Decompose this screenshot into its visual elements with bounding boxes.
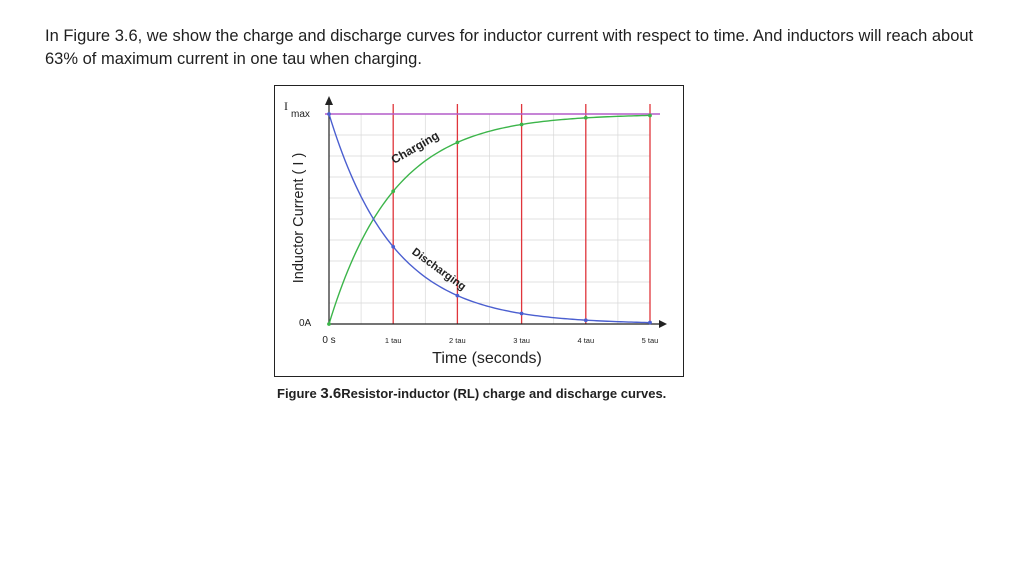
- discharging-point-4: [583, 318, 588, 323]
- series-layer: [328, 113, 651, 325]
- x-tick-label-2: 2 tau: [449, 336, 466, 345]
- x-tick-label-0: 0 s: [322, 335, 335, 346]
- discharging-point-1: [391, 244, 396, 249]
- caption-number: 3.6: [320, 385, 342, 402]
- point-layer: [327, 112, 652, 326]
- x-tick-label-1: 1 tau: [385, 336, 402, 345]
- charging-point-4: [583, 115, 588, 120]
- charging-point-3: [519, 122, 524, 127]
- x-axis-arrow: [659, 320, 667, 328]
- series-charging-line: [328, 114, 651, 325]
- discharging-point-3: [519, 311, 524, 316]
- caption-prefix: Figure: [277, 386, 317, 401]
- figure-frame: I max 0A 0 s 1 tau 2 tau 3 tau 4 tau 5 tau Ti…: [274, 85, 684, 377]
- x-tick-label-3: 3 tau: [513, 336, 530, 345]
- series-discharging-line: [328, 113, 651, 324]
- x-tick-labels: 0 s 1 tau 2 tau 3 tau 4 tau 5 tau: [322, 335, 658, 346]
- y-min-label: 0A: [299, 318, 312, 329]
- y-axis-arrow: [325, 96, 333, 105]
- axes: [325, 96, 667, 328]
- rl-chart: I max 0A 0 s 1 tau 2 tau 3 tau 4 tau 5 tau Ti…: [284, 96, 667, 367]
- discharging-point-2: [455, 293, 460, 298]
- charging-point-0: [327, 322, 331, 326]
- y-max-label-main: I: [284, 99, 288, 113]
- grid: [329, 113, 651, 324]
- x-tick-label-5: 5 tau: [642, 336, 659, 345]
- discharging-point-0: [327, 112, 331, 116]
- discharging-point-5: [648, 320, 652, 325]
- y-axis-label: Inductor Current ( I ): [291, 153, 307, 284]
- slide-text: In Figure 3.6, we show the charge and di…: [45, 27, 974, 68]
- x-axis-label: Time (seconds): [432, 350, 542, 367]
- y-max-label-sub: max: [291, 109, 310, 120]
- charging-point-1: [391, 189, 396, 194]
- charging-point-2: [455, 140, 460, 145]
- figure-caption: Figure 3.6Resistor-inductor (RL) charge …: [277, 385, 666, 402]
- x-tick-label-4: 4 tau: [577, 336, 594, 345]
- caption-text: Resistor-inductor (RL) charge and discha…: [341, 386, 667, 401]
- charging-label: Charging: [389, 128, 442, 166]
- charging-point-5: [648, 113, 652, 118]
